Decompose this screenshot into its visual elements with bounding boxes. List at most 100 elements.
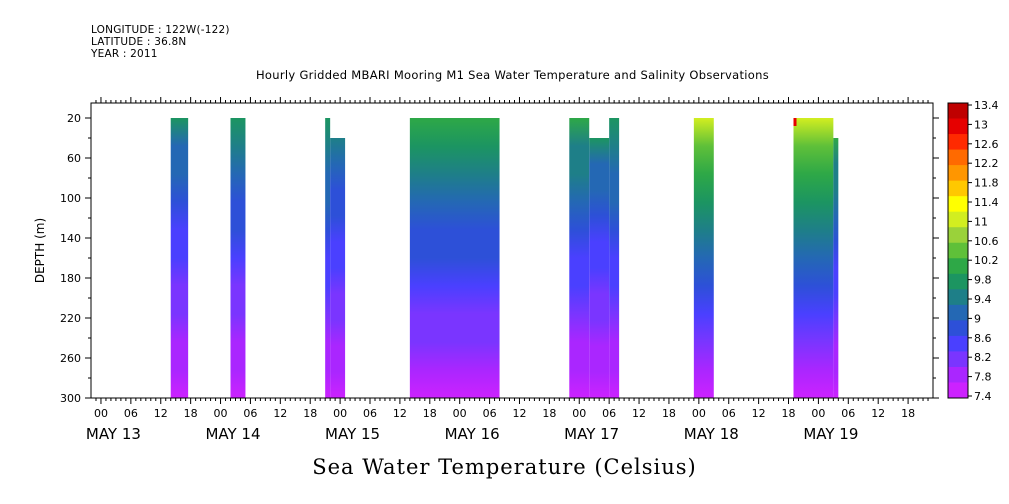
x-tick-label: 00 (811, 407, 825, 420)
x-tick-label: 18 (184, 407, 198, 420)
colorbar-label: 10.6 (974, 235, 999, 248)
x-day-label: MAY 13 (86, 425, 141, 443)
colorbar-label: 12.6 (974, 138, 999, 151)
data-segment (330, 138, 346, 398)
colorbar-label: 11 (974, 215, 988, 228)
colorbar-label: 11.4 (974, 196, 999, 209)
y-axis: 20 60 100 140 180 220 260 300 (60, 112, 939, 405)
x-tick-label: 06 (483, 407, 497, 420)
colorbar-swatch (948, 304, 968, 321)
x-tick-label: 18 (303, 407, 317, 420)
data-segment (409, 118, 500, 398)
data-segment (230, 118, 246, 398)
x-tick-label: 12 (273, 407, 287, 420)
y-tick-label: 180 (60, 272, 81, 285)
colorbar-swatch (948, 258, 968, 275)
x-tick-label: 00 (94, 407, 108, 420)
colorbar-label: 10.2 (974, 254, 999, 267)
data-segment (569, 118, 590, 398)
colorbar-swatch (948, 165, 968, 182)
y-axis-label: DEPTH (m) (33, 218, 47, 283)
data-segment (833, 138, 839, 398)
y-tick-label: 140 (60, 232, 81, 245)
colorbar-swatch (948, 289, 968, 306)
data-segment (170, 118, 189, 398)
y-tick-label: 20 (67, 112, 81, 125)
colorbar-swatch (948, 134, 968, 151)
year-label: YEAR : 2011 (91, 48, 158, 60)
x-tick-label: 12 (871, 407, 885, 420)
x-axis: 00 06 12 18 00 06 12 18 00 06 12 18 00 06 12 18 00 06 12 18… (86, 97, 929, 443)
data-segment (793, 118, 834, 398)
colorbar-swatch (948, 211, 968, 228)
x-tick-label: 06 (602, 407, 616, 420)
colorbar-swatch (948, 118, 968, 135)
latitude-label: LATITUDE : 36.8N (91, 36, 187, 48)
x-tick-label: 18 (782, 407, 796, 420)
x-tick-label: 06 (243, 407, 257, 420)
colorbar-label: 9 (974, 312, 981, 325)
x-day-label: MAY 17 (564, 425, 619, 443)
x-tick-label: 06 (841, 407, 855, 420)
x-tick-label: 06 (124, 407, 138, 420)
colorbar-swatch (948, 227, 968, 244)
colorbar-swatch (948, 320, 968, 337)
longitude-label: LONGITUDE : 122W(-122) (91, 24, 230, 36)
x-day-label: MAY 14 (205, 425, 260, 443)
plot-frame (90, 102, 934, 399)
x-tick-label: 12 (632, 407, 646, 420)
data-segment (325, 118, 331, 398)
x-tick-label: 12 (154, 407, 168, 420)
x-tick-label: 18 (662, 407, 676, 420)
colorbar-label: 7.4 (974, 390, 992, 403)
x-day-label: MAY 18 (684, 425, 739, 443)
colorbar-frame (947, 102, 969, 399)
x-tick-label: 12 (752, 407, 766, 420)
x-tick-label: 00 (214, 407, 228, 420)
colorbar-swatch (948, 351, 968, 368)
colorbar-swatch (948, 335, 968, 352)
colorbar-label: 8.2 (974, 351, 992, 364)
colorbar-label: 13.4 (974, 99, 999, 112)
data-segment (609, 118, 620, 398)
colorbar-swatch (948, 196, 968, 213)
x-tick-label: 00 (572, 407, 586, 420)
colorbar-swatch (948, 366, 968, 383)
x-tick-label: 00 (453, 407, 467, 420)
colorbar-swatch (948, 242, 968, 259)
colorbar-swatch (948, 103, 968, 120)
y-tick-label: 300 (60, 392, 81, 405)
y-tick-label: 220 (60, 312, 81, 325)
data-segments (170, 118, 839, 398)
chart-title: Hourly Gridded MBARI Mooring M1 Sea Wate… (255, 68, 770, 82)
colorbar-swatch (948, 273, 968, 290)
colorbar-swatch (948, 149, 968, 166)
data-segment (693, 118, 714, 398)
colorbar: 13.4 13 12.6 12.2 11.8 11.4 11 10.6 10.2 9.8 9.4 9 8… (947, 99, 999, 403)
x-day-label: MAY 16 (445, 425, 500, 443)
x-tick-label: 12 (512, 407, 526, 420)
x-tick-label: 12 (393, 407, 407, 420)
x-day-label: MAY 19 (803, 425, 858, 443)
x-tick-label: 00 (333, 407, 347, 420)
colorbar-label: 12.2 (974, 157, 999, 170)
y-tick-label: 100 (60, 192, 81, 205)
x-tick-label: 18 (901, 407, 915, 420)
colorbar-label: 11.8 (974, 177, 999, 190)
x-day-label: MAY 15 (325, 425, 380, 443)
y-tick-label: 260 (60, 352, 81, 365)
colorbar-swatch (948, 180, 968, 197)
colorbar-label: 9.4 (974, 293, 992, 306)
colorbar-label: 8.6 (974, 332, 992, 345)
x-tick-label: 06 (363, 407, 377, 420)
x-tick-label: 06 (722, 407, 736, 420)
colorbar-label: 9.8 (974, 274, 992, 287)
warm-anomaly (793, 118, 797, 126)
bottom-title: Sea Water Temperature (Celsius) (312, 455, 697, 479)
data-segment (589, 138, 610, 398)
y-tick-label: 60 (67, 152, 81, 165)
x-tick-label: 00 (692, 407, 706, 420)
colorbar-swatch (948, 382, 968, 399)
x-tick-label: 18 (542, 407, 556, 420)
